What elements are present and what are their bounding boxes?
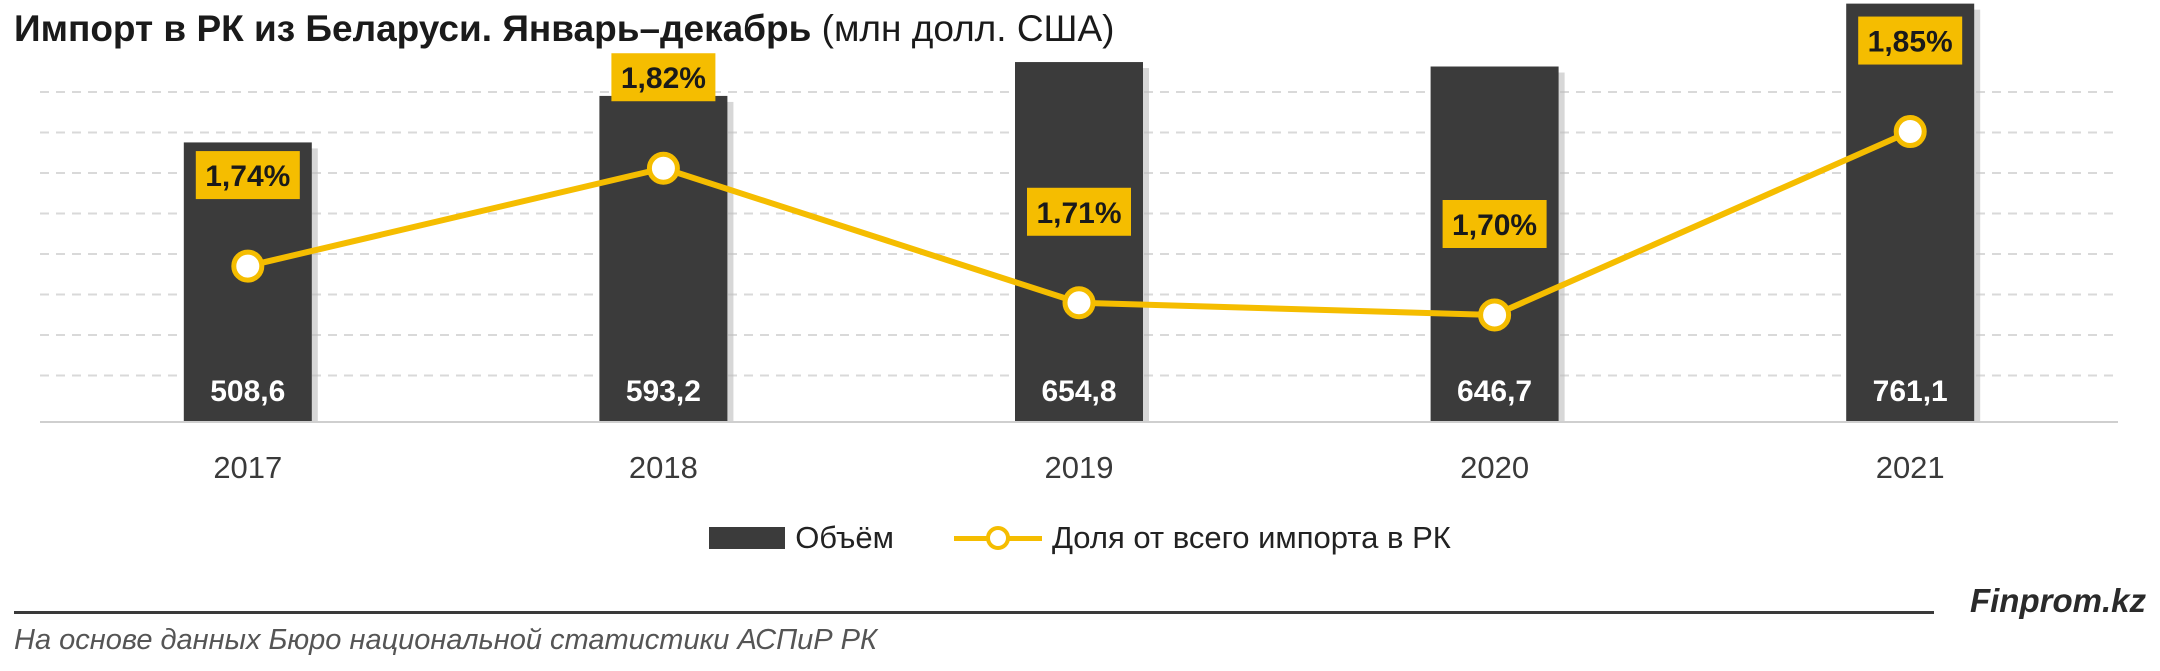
share-label-box (611, 53, 716, 102)
share-value-label: 1,85% (1868, 26, 1953, 59)
bar-value-label: 646,7 (1457, 375, 1532, 408)
bar-value-label: 508,6 (210, 375, 285, 408)
share-point (1478, 298, 1512, 332)
footer-brand: Finprom.kz (1969, 582, 2146, 619)
share-value-label: 1,74% (205, 160, 290, 193)
share-value-label: 1,82% (621, 62, 706, 95)
bar-value-label: 654,8 (1041, 375, 1116, 408)
data-labels: 508,6 593,2 654,8 646,7 761,1 1,74% 1,82% 1,71%… (195, 16, 1963, 408)
legend-swatch-share (953, 526, 1042, 550)
line-series-share (231, 115, 1927, 332)
x-tick-label: 2021 (1876, 450, 1945, 485)
share-label-box (195, 151, 300, 200)
x-axis: 2017 2018 2019 2020 2021 (40, 421, 2118, 485)
gridlines (40, 91, 2118, 377)
chart-title-main: Импорт в РК из Беларуси. Январь–декабрь (14, 8, 812, 49)
legend-label-volume: Объём (795, 520, 894, 555)
x-tick-label: 2018 (629, 450, 698, 485)
bar-value-label: 593,2 (626, 375, 701, 408)
footer-divider (14, 611, 1934, 614)
legend-item-share: Доля от всего импорта в РК (953, 520, 1451, 556)
bar (1846, 3, 1975, 423)
share-label-box (1442, 200, 1547, 248)
x-tick-label: 2020 (1460, 450, 1529, 485)
x-tick-label: 2017 (213, 450, 282, 485)
share-point (1062, 286, 1096, 320)
bar-value-label: 761,1 (1873, 375, 1948, 408)
bar (599, 95, 728, 422)
legend-label-share: Доля от всего импорта в РК (1051, 520, 1451, 555)
share-value-label: 1,71% (1036, 197, 1121, 230)
legend-item-volume: Объём (709, 520, 894, 556)
share-label-box (1027, 187, 1131, 236)
legend-swatch-volume (709, 527, 786, 549)
x-tick-label: 2019 (1045, 450, 1114, 485)
share-point (231, 249, 265, 283)
chart-title-unit: (млн долл. США) (821, 8, 1115, 49)
legend: Объём Доля от всего импорта в РК (0, 520, 2160, 556)
share-label-box (1858, 16, 1963, 65)
footer-source: На основе данных Бюро национальной стати… (14, 624, 878, 656)
share-point (1893, 115, 1927, 149)
share-point (646, 151, 680, 185)
share-value-label: 1,70% (1452, 209, 1537, 242)
bar (1015, 62, 1143, 423)
chart-title: Импорт в РК из Беларуси. Январь–декабрь … (14, 8, 1114, 50)
